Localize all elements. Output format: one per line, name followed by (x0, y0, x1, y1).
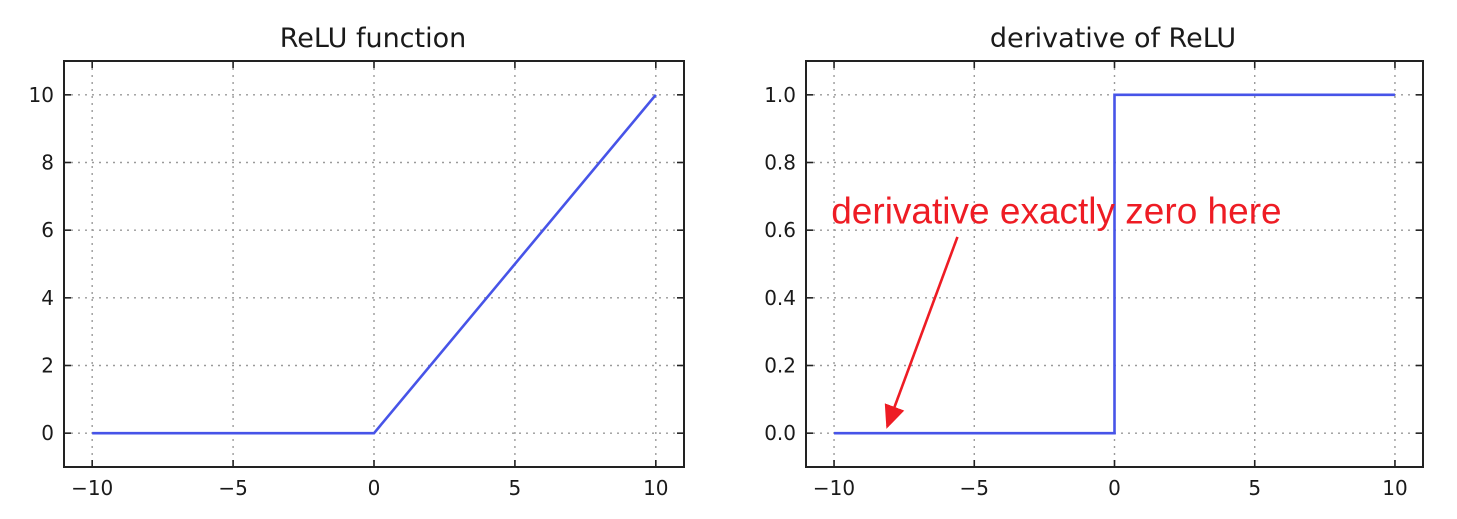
y-tick-label: 2 (41, 354, 54, 378)
x-tick-label: −10 (71, 476, 113, 500)
x-tick-label: −5 (960, 476, 989, 500)
x-tick-label: −5 (218, 476, 247, 500)
y-tick-label: 0.8 (764, 151, 796, 175)
y-tick-label: 6 (41, 218, 54, 242)
y-tick-label: 0.6 (764, 218, 796, 242)
x-tick-label: −10 (813, 476, 855, 500)
series-line (834, 93, 1395, 435)
relu-chart-title: ReLU function (280, 23, 467, 54)
y-tick-label: 0.4 (764, 286, 796, 310)
y-tick-label: 1.0 (764, 83, 796, 107)
relu-derivative-chart: derivative of ReLU −10 −5 0 5 10 0.0 0.2 0.4 0.6… (764, 23, 1424, 500)
annotation-text: derivative exactly zero here (831, 190, 1281, 231)
y-tick-label: 4 (41, 286, 54, 310)
y-tick-label: 8 (41, 151, 54, 175)
y-tick-label: 10 (29, 83, 54, 107)
y-tick-label: 0 (41, 421, 54, 445)
y-tick-label: 0.0 (764, 421, 796, 445)
relu-derivative-chart-title: derivative of ReLU (990, 23, 1236, 54)
x-tick-label: 0 (1108, 476, 1121, 500)
x-tick-label: 0 (368, 476, 381, 500)
y-tick-label: 0.2 (764, 354, 796, 378)
x-tick-label: 10 (643, 476, 668, 500)
x-tick-label: 5 (509, 476, 522, 500)
annotation-arrow (884, 236, 959, 429)
relu-chart: ReLU function −10 −5 0 5 10 0 2 4 6 8 10 (29, 23, 685, 500)
series-line (92, 94, 657, 435)
x-tick-label: 10 (1382, 476, 1407, 500)
x-tick-label: 5 (1248, 476, 1261, 500)
